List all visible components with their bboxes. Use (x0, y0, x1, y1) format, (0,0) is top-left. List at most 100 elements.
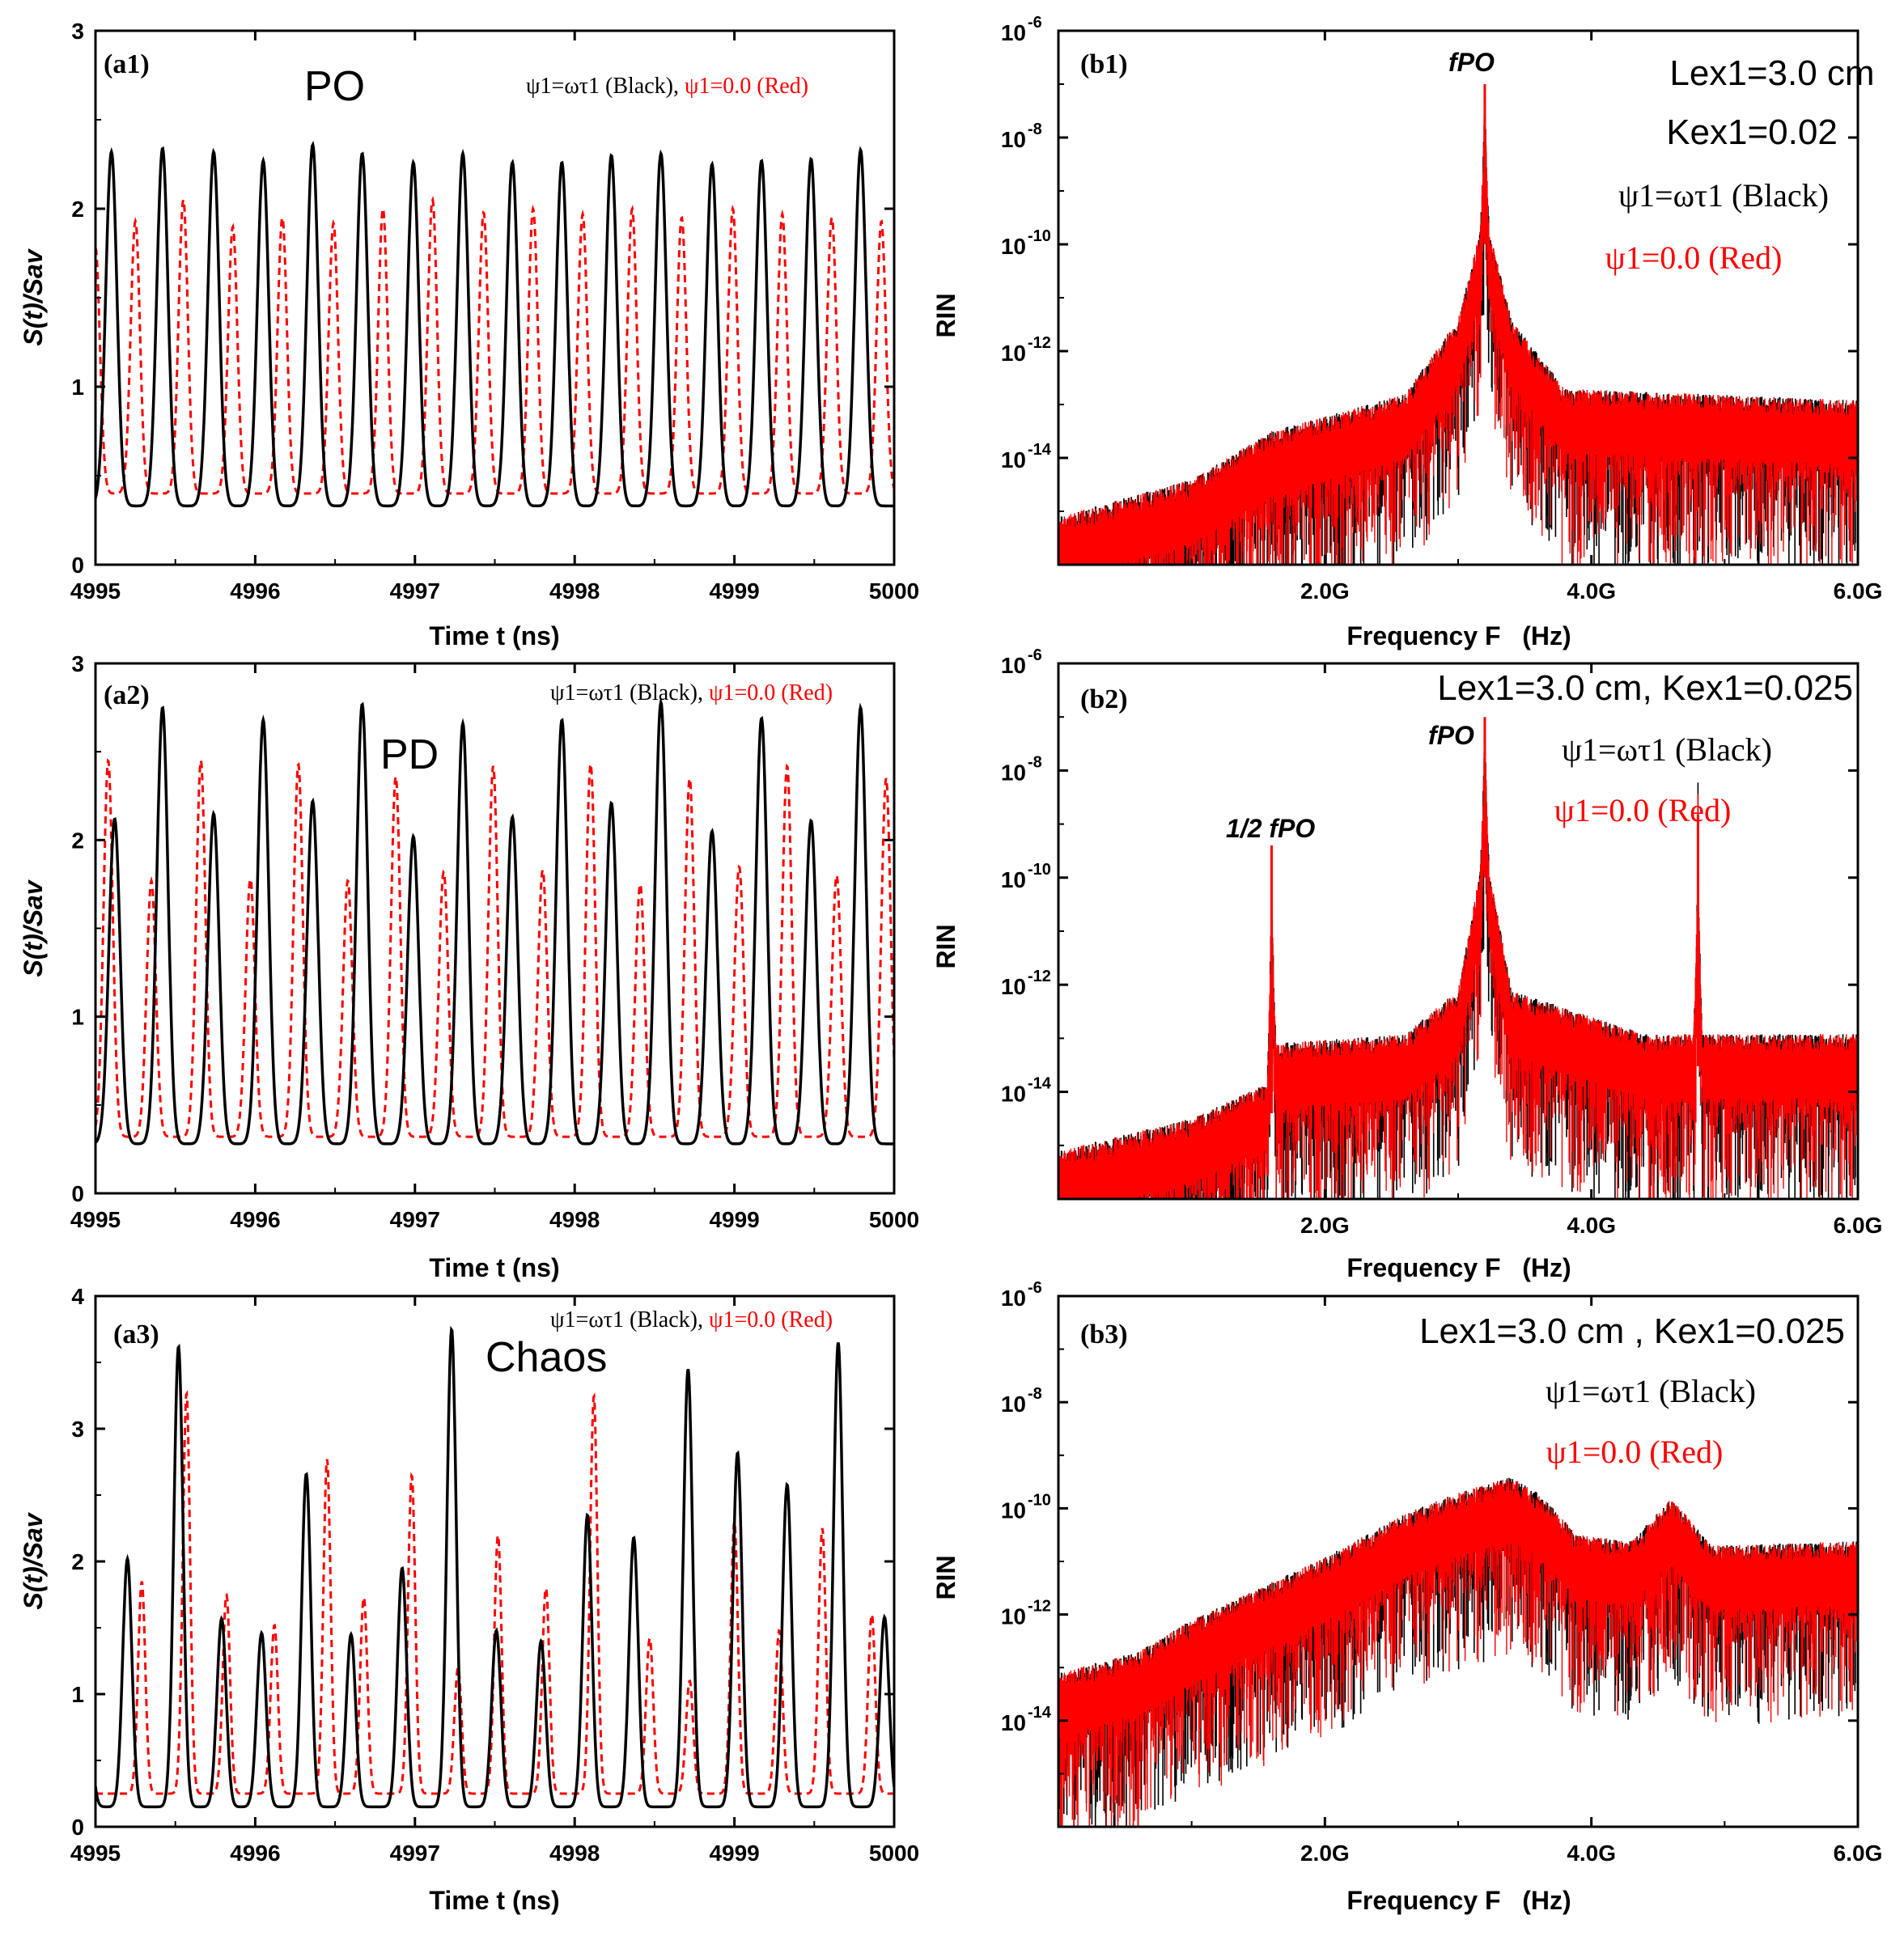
a2-xtick-label: 4999 (709, 1207, 759, 1232)
b2-half-peak-label: 1/2 fPO (1226, 814, 1315, 843)
b2-xtick-label: 6.0G (1834, 1213, 1883, 1238)
b2-spectrum-red (1058, 722, 1858, 1199)
b3-legend-red: ψ1=0.0 (Red) (1546, 1434, 1724, 1470)
b1-legend-red: ψ1=0.0 (Red) (1605, 239, 1783, 276)
a3-series-black-line (95, 1325, 894, 1809)
panel-a2: 4995 4996 4997 4998 4999 5000 0 1 2 3 (a2) PD ψ1=… (19, 651, 919, 1282)
b3-ytick-label: 10 (1001, 1710, 1026, 1735)
a1-ytick-label: 2 (71, 197, 84, 222)
a2-ticks: 4995 4996 4997 4998 4999 5000 0 1 2 3 (70, 651, 919, 1232)
a1-xtick-label: 5000 (869, 578, 919, 604)
b3-panel-label: (b3) (1080, 1320, 1128, 1349)
a1-series (95, 140, 894, 508)
b3-ytick-exponent: -14 (1028, 1704, 1052, 1722)
b2-ytick-exponent: -10 (1028, 861, 1051, 879)
b2-ytick-label: 10 (1001, 974, 1026, 999)
b3-annotation-line1: Lex1=3.0 cm , Kex1=0.025 (1419, 1311, 1845, 1351)
a1-regime-label: PO (304, 63, 365, 110)
b2-ytick-exponent: -12 (1028, 968, 1051, 985)
a1-panel-label: (a1) (104, 49, 150, 79)
b1-panel-label: (b1) (1080, 49, 1128, 79)
b1-x-axis-title: Frequency F (Hz) (1346, 621, 1571, 650)
a3-xtick-label: 4997 (390, 1841, 440, 1866)
a1-ticks: 4995 4996 4997 4998 4999 5000 0 1 2 3 (70, 19, 919, 604)
a3-ytick-label: 1 (71, 1682, 84, 1707)
a3-ytick-label: 4 (71, 1284, 84, 1309)
a3-regime-label: Chaos (486, 1334, 607, 1381)
a2-xtick-label: 4995 (70, 1207, 121, 1232)
a3-x-axis-title: Time t (ns) (429, 1886, 559, 1915)
a1-xtick-label: 4998 (549, 578, 600, 604)
b1-ytick-label: 10 (1001, 127, 1026, 152)
a3-panel-label: (a3) (113, 1320, 159, 1349)
b1-xtick-label: 4.0G (1567, 578, 1616, 604)
a1-series-red-line (95, 195, 894, 495)
a2-legend-red: ψ1=0.0 (Red) (709, 680, 833, 705)
a1-ytick-label: 3 (71, 19, 84, 44)
b3-ytick-exponent: -6 (1028, 1279, 1042, 1297)
b1-ytick-label: 10 (1001, 341, 1026, 366)
a3-legend-black: ψ1=ωτ1 (Black) (550, 1307, 698, 1332)
a2-xtick-label: 5000 (869, 1207, 919, 1232)
a3-xtick-label: 4996 (230, 1841, 280, 1866)
b3-xtick-label: 2.0G (1300, 1841, 1350, 1866)
b3-xtick-label: 6.0G (1834, 1841, 1883, 1866)
b1-ytick-exponent: -10 (1028, 227, 1051, 245)
b1-ytick-exponent: -14 (1028, 441, 1052, 459)
a2-regime-label: PD (380, 731, 439, 778)
panel-a1: 4995 4996 4997 4998 4999 5000 0 1 2 3 (a1) PO ψ1=… (19, 19, 919, 650)
b1-ytick-exponent: -8 (1028, 121, 1042, 138)
b3-x-axis-title: Frequency F (Hz) (1346, 1886, 1571, 1915)
b1-ytick-label: 10 (1001, 234, 1026, 259)
panel-a3: 4995 4996 4997 4998 4999 5000 0 1 2 3 4 (a3) Chaos… (19, 1284, 919, 1915)
a2-xtick-label: 4998 (549, 1207, 600, 1232)
a2-legend: ψ1=ωτ1 (Black), ψ1=0.0 (Red) (550, 680, 833, 705)
a2-series (95, 697, 894, 1146)
b3-ytick-label: 10 (1001, 1392, 1026, 1417)
a3-xtick-label: 4998 (549, 1841, 600, 1866)
b3-ytick-exponent: -10 (1028, 1491, 1051, 1509)
b1-legend-black: ψ1=ωτ1 (Black) (1618, 177, 1829, 214)
b3-y-axis-title: RIN (931, 1555, 960, 1599)
b3-legend-black: ψ1=ωτ1 (Black) (1546, 1373, 1756, 1409)
a1-ytick-label: 1 (71, 375, 84, 400)
a1-x-axis-title: Time t (ns) (429, 621, 559, 650)
a2-series-black-line (95, 697, 894, 1146)
a2-xtick-label: 4996 (230, 1207, 280, 1232)
b2-ytick-exponent: -6 (1028, 646, 1042, 664)
b3-ytick-label: 10 (1001, 1498, 1026, 1523)
b1-ytick-exponent: -6 (1028, 14, 1042, 32)
a1-legend-red: ψ1=0.0 (Red) (685, 74, 808, 99)
a2-xtick-label: 4997 (390, 1207, 440, 1232)
a1-series-black-line (95, 140, 894, 508)
a1-ytick-label: 0 (71, 553, 84, 578)
a1-xtick-label: 4996 (230, 578, 280, 604)
b3-series (1058, 1477, 1858, 1827)
b2-legend-black: ψ1=ωτ1 (Black) (1562, 731, 1772, 768)
b2-ytick-label: 10 (1001, 1082, 1026, 1107)
b2-ytick-label: 10 (1001, 653, 1026, 678)
a3-series-red-line (95, 1389, 894, 1795)
b2-ytick-exponent: -8 (1028, 753, 1042, 771)
a2-legend-black: ψ1=ωτ1 (Black) (550, 680, 698, 705)
a3-ytick-label: 3 (71, 1417, 84, 1442)
b2-peak-label: fPO (1428, 721, 1474, 750)
b2-legend-red: ψ1=0.0 (Red) (1554, 792, 1732, 828)
a3-ticks: 4995 4996 4997 4998 4999 5000 0 1 2 3 4 (70, 1284, 919, 1866)
a2-ytick-label: 1 (71, 1005, 84, 1030)
a3-ytick-label: 2 (71, 1549, 84, 1574)
b3-ytick-label: 10 (1001, 1286, 1026, 1311)
b1-annotation-line2: Kex1=0.02 (1666, 112, 1838, 152)
b3-ytick-exponent: -12 (1028, 1598, 1051, 1616)
b1-series (1058, 84, 1858, 565)
b2-annotation-line1: Lex1=3.0 cm, Kex1=0.025 (1437, 668, 1853, 708)
b1-annotation-line1: Lex1=3.0 cm (1669, 53, 1874, 93)
b1-ytick-label: 10 (1001, 447, 1026, 472)
